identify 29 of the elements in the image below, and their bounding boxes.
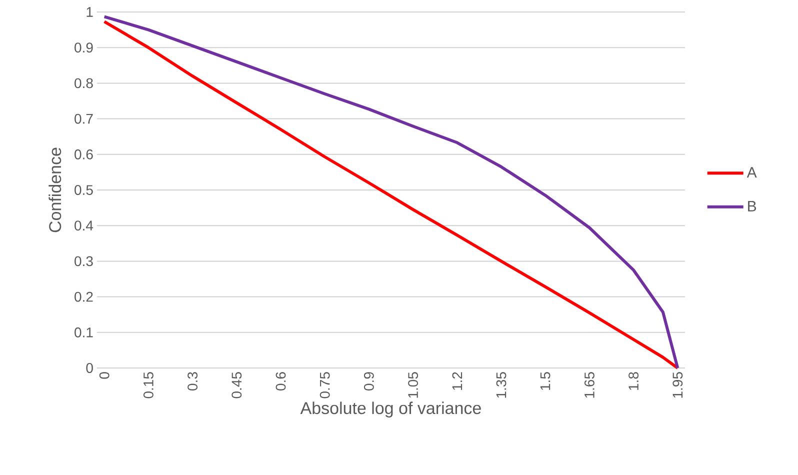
x-axis-title: Absolute log of variance	[300, 402, 481, 418]
legend-label: A	[746, 167, 757, 178]
x-tick-label: 1.5	[540, 372, 550, 390]
y-tick-label: 0.9	[74, 42, 93, 53]
y-tick-label: 0.8	[74, 78, 93, 88]
x-tick-label: 0.6	[276, 372, 286, 390]
x-tick-label: 0	[99, 372, 110, 379]
x-tick-label: 0.75	[320, 372, 330, 398]
y-axis-title: Confidence	[48, 148, 62, 232]
x-tick-label: 1.95	[672, 372, 683, 398]
y-tick-label: 0.4	[74, 220, 94, 231]
x-tick-label: 0.3	[188, 372, 198, 390]
x-tick-label: 1.35	[496, 372, 506, 398]
x-tick-label: 1.8	[628, 372, 639, 390]
x-tick-label: 0.9	[364, 372, 374, 390]
y-tick-label: 1	[86, 7, 93, 17]
x-tick-label: 0.45	[232, 372, 242, 398]
y-tick-label: 0.3	[74, 256, 93, 266]
y-tick-label: 0.1	[74, 327, 93, 338]
y-tick-label: 0	[86, 363, 93, 373]
y-tick-label: 0.5	[74, 185, 93, 195]
x-tick-label: 0.15	[143, 372, 154, 398]
y-tick-label: 0.2	[74, 292, 93, 302]
x-tick-label: 1.65	[584, 372, 594, 398]
y-tick-label: 0.6	[74, 149, 93, 160]
x-tick-label: 1.2	[452, 372, 462, 390]
legend-label: B	[748, 201, 756, 212]
y-tick-label: 0.7	[74, 114, 93, 124]
x-tick-label: 1.05	[408, 372, 418, 398]
